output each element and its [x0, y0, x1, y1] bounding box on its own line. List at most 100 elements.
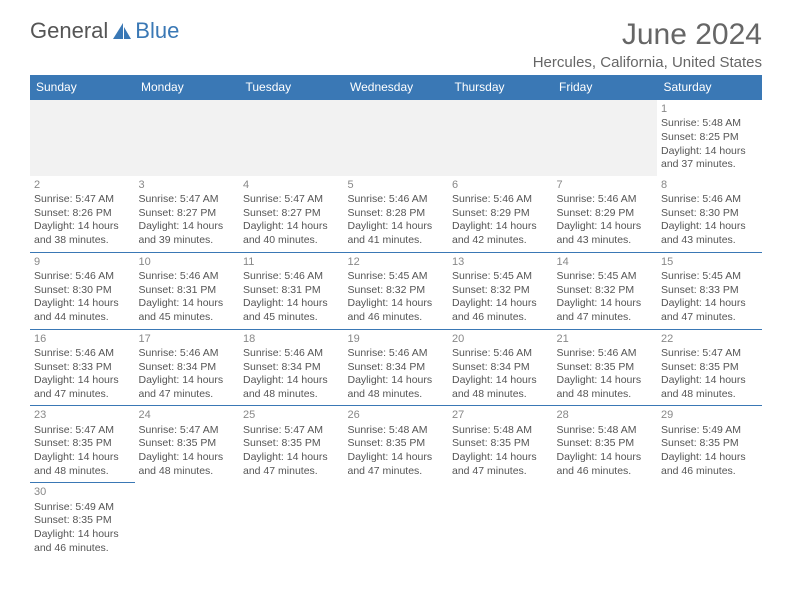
calendar-empty-cell	[135, 483, 240, 559]
calendar-empty-cell	[448, 100, 553, 176]
day-info-line: and 45 minutes.	[243, 311, 340, 325]
day-info-line: and 48 minutes.	[661, 388, 758, 402]
day-number: 9	[34, 255, 131, 269]
day-info-line: Sunrise: 5:46 AM	[34, 270, 131, 284]
day-info-line: Sunrise: 5:48 AM	[452, 424, 549, 438]
day-number: 8	[661, 178, 758, 192]
day-info-line: Sunset: 8:33 PM	[661, 284, 758, 298]
day-info-line: and 48 minutes.	[243, 388, 340, 402]
day-info-line: Sunrise: 5:46 AM	[243, 270, 340, 284]
weekday-header: Thursday	[448, 75, 553, 100]
calendar-day-cell: 11Sunrise: 5:46 AMSunset: 8:31 PMDayligh…	[239, 252, 344, 329]
calendar-day-cell: 7Sunrise: 5:46 AMSunset: 8:29 PMDaylight…	[553, 176, 658, 252]
day-number: 6	[452, 178, 549, 192]
day-number: 12	[348, 255, 445, 269]
calendar-empty-cell	[448, 483, 553, 559]
day-info-line: Sunrise: 5:45 AM	[452, 270, 549, 284]
day-info-line: Daylight: 14 hours	[348, 297, 445, 311]
day-info-line: Sunset: 8:34 PM	[348, 361, 445, 375]
day-info-line: Sunrise: 5:46 AM	[452, 347, 549, 361]
day-info-line: and 48 minutes.	[34, 465, 131, 479]
calendar-day-cell: 18Sunrise: 5:46 AMSunset: 8:34 PMDayligh…	[239, 329, 344, 406]
day-info-line: Sunrise: 5:46 AM	[452, 193, 549, 207]
calendar-empty-cell	[344, 100, 449, 176]
calendar-empty-cell	[657, 483, 762, 559]
day-info-line: and 37 minutes.	[661, 158, 758, 172]
logo: GeneralBlue	[30, 18, 179, 44]
day-info-line: and 48 minutes.	[557, 388, 654, 402]
day-info-line: Sunset: 8:35 PM	[452, 437, 549, 451]
day-info-line: and 46 minutes.	[452, 311, 549, 325]
day-info-line: Sunrise: 5:47 AM	[661, 347, 758, 361]
day-number: 19	[348, 332, 445, 346]
day-number: 4	[243, 178, 340, 192]
calendar-day-cell: 13Sunrise: 5:45 AMSunset: 8:32 PMDayligh…	[448, 252, 553, 329]
day-number: 17	[139, 332, 236, 346]
day-info-line: Daylight: 14 hours	[452, 220, 549, 234]
day-info-line: Daylight: 14 hours	[661, 145, 758, 159]
day-info-line: and 47 minutes.	[139, 388, 236, 402]
day-number: 14	[557, 255, 654, 269]
day-info-line: and 47 minutes.	[557, 311, 654, 325]
day-info-line: and 46 minutes.	[557, 465, 654, 479]
weekday-header: Wednesday	[344, 75, 449, 100]
calendar-week-row: 2Sunrise: 5:47 AMSunset: 8:26 PMDaylight…	[30, 176, 762, 252]
calendar-day-cell: 19Sunrise: 5:46 AMSunset: 8:34 PMDayligh…	[344, 329, 449, 406]
title-block: June 2024 Hercules, California, United S…	[533, 18, 762, 71]
day-number: 21	[557, 332, 654, 346]
calendar-day-cell: 22Sunrise: 5:47 AMSunset: 8:35 PMDayligh…	[657, 329, 762, 406]
day-info-line: Sunset: 8:35 PM	[34, 437, 131, 451]
day-number: 5	[348, 178, 445, 192]
calendar-day-cell: 17Sunrise: 5:46 AMSunset: 8:34 PMDayligh…	[135, 329, 240, 406]
day-info-line: Sunset: 8:35 PM	[139, 437, 236, 451]
day-info-line: Sunset: 8:27 PM	[243, 207, 340, 221]
calendar-day-cell: 12Sunrise: 5:45 AMSunset: 8:32 PMDayligh…	[344, 252, 449, 329]
calendar-day-cell: 6Sunrise: 5:46 AMSunset: 8:29 PMDaylight…	[448, 176, 553, 252]
day-info-line: and 44 minutes.	[34, 311, 131, 325]
day-number: 28	[557, 408, 654, 422]
day-number: 11	[243, 255, 340, 269]
weekday-header: Saturday	[657, 75, 762, 100]
calendar-day-cell: 10Sunrise: 5:46 AMSunset: 8:31 PMDayligh…	[135, 252, 240, 329]
calendar-empty-cell	[553, 100, 658, 176]
day-number: 20	[452, 332, 549, 346]
calendar-day-cell: 30Sunrise: 5:49 AMSunset: 8:35 PMDayligh…	[30, 483, 135, 559]
day-info-line: Sunrise: 5:47 AM	[243, 193, 340, 207]
day-info-line: Daylight: 14 hours	[452, 451, 549, 465]
day-info-line: Sunset: 8:32 PM	[557, 284, 654, 298]
calendar-empty-cell	[135, 100, 240, 176]
day-info-line: Sunset: 8:29 PM	[452, 207, 549, 221]
day-number: 22	[661, 332, 758, 346]
day-number: 15	[661, 255, 758, 269]
day-info-line: Daylight: 14 hours	[34, 451, 131, 465]
day-info-line: Daylight: 14 hours	[557, 451, 654, 465]
day-info-line: Daylight: 14 hours	[243, 297, 340, 311]
day-info-line: and 46 minutes.	[661, 465, 758, 479]
day-info-line: Daylight: 14 hours	[34, 374, 131, 388]
day-info-line: Daylight: 14 hours	[34, 528, 131, 542]
calendar-day-cell: 27 Sunrise: 5:48 AMSunset: 8:35 PMDayligh…	[448, 406, 553, 483]
day-number: 27	[452, 408, 549, 422]
calendar-day-cell: 25Sunrise: 5:47 AMSunset: 8:35 PMDayligh…	[239, 406, 344, 483]
day-info-line: Daylight: 14 hours	[139, 451, 236, 465]
location-subtitle: Hercules, California, United States	[533, 54, 762, 71]
day-info-line: Daylight: 14 hours	[139, 297, 236, 311]
calendar-day-cell: 3Sunrise: 5:47 AMSunset: 8:27 PMDaylight…	[135, 176, 240, 252]
calendar-day-cell: 26Sunrise: 5:48 AMSunset: 8:35 PMDayligh…	[344, 406, 449, 483]
day-info-line: and 47 minutes.	[34, 388, 131, 402]
calendar-day-cell: 5Sunrise: 5:46 AMSunset: 8:28 PMDaylight…	[344, 176, 449, 252]
day-info-line: Sunrise: 5:45 AM	[661, 270, 758, 284]
day-info-line: Sunrise: 5:46 AM	[34, 347, 131, 361]
day-info-line: and 45 minutes.	[139, 311, 236, 325]
day-info-line: and 47 minutes.	[452, 465, 549, 479]
day-number: 24	[139, 408, 236, 422]
day-info-line: Daylight: 14 hours	[139, 220, 236, 234]
day-info-line: Sunset: 8:30 PM	[661, 207, 758, 221]
day-info-line: Daylight: 14 hours	[661, 297, 758, 311]
day-info-line: Sunrise: 5:47 AM	[139, 424, 236, 438]
day-info-line: Sunset: 8:29 PM	[557, 207, 654, 221]
day-info-line: Sunset: 8:31 PM	[243, 284, 340, 298]
day-info-line: Sunset: 8:30 PM	[34, 284, 131, 298]
day-info-line: Daylight: 14 hours	[661, 374, 758, 388]
day-number: 13	[452, 255, 549, 269]
